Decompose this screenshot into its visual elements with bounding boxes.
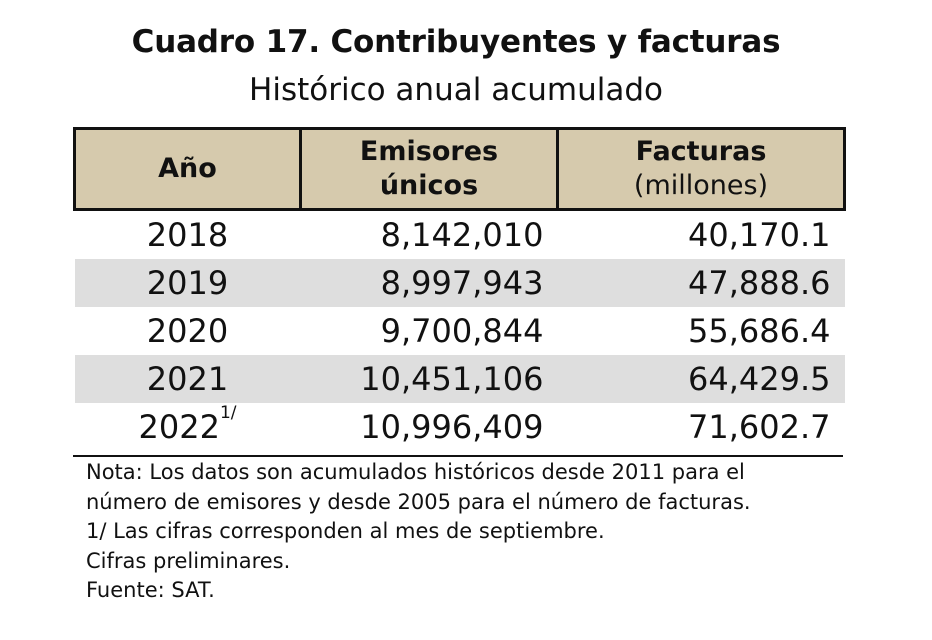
table-bottom-rule — [73, 455, 843, 457]
table-row: 2020 9,700,844 55,686.4 — [75, 307, 845, 355]
note-line: 1/ Las cifras corresponden al mes de sep… — [86, 519, 605, 543]
facturas-cell: 47,888.6 — [557, 259, 845, 307]
year-cell: 2018 — [146, 216, 229, 254]
year-cell: 2020 — [146, 312, 229, 350]
header-emisores: Emisores únicos — [299, 127, 559, 211]
emisores-cell: 8,997,943 — [300, 259, 558, 307]
header-facturas-line2: (millones) — [633, 170, 769, 201]
facturas-cell: 64,429.5 — [557, 355, 845, 403]
year-cell: 2019 — [74, 259, 301, 307]
header-emisores-line1: Emisores — [359, 136, 499, 167]
header-facturas: Facturas (millones) — [556, 127, 846, 211]
table-row: 2019 8,997,943 47,888.6 — [74, 259, 845, 307]
header-emisores-line2: únicos — [379, 170, 479, 201]
facturas-cell: 40,170.1 — [688, 216, 831, 254]
table-notes: Nota: Los datos son acumulados histórico… — [86, 458, 846, 606]
note-line: número de emisores y desde 2005 para el … — [86, 489, 751, 514]
year-cell: 20221/ — [138, 403, 237, 447]
emisores-cell: 10,451,106 — [300, 355, 558, 403]
note-line: Nota: Los datos son acumulados histórico… — [86, 460, 745, 484]
footnote-marker: 1/ — [219, 403, 237, 423]
header-row: Año Emisores únicos Facturas (millones) — [73, 127, 846, 211]
facturas-cell: 71,602.7 — [688, 408, 831, 446]
header-year: Año — [73, 127, 302, 211]
table-title: Cuadro 17. Contribuyentes y facturas — [131, 24, 781, 60]
table-row: 2018 8,142,010 40,170.1 — [75, 210, 845, 260]
table-subtitle: Histórico anual acumulado — [249, 72, 663, 108]
year-cell: 2021 — [74, 355, 301, 403]
facturas-cell: 55,686.4 — [688, 312, 831, 350]
note-line: Fuente: SAT. — [86, 578, 215, 602]
header-facturas-line1: Facturas — [635, 136, 767, 167]
header-year-label: Año — [158, 153, 217, 184]
table-row: 20221/ 10,996,409 71,602.7 — [75, 403, 845, 451]
emisores-cell: 10,996,409 — [360, 408, 544, 446]
contribuyentes-table: Año Emisores únicos Facturas (millones) … — [73, 127, 846, 451]
table-row: 2021 10,451,106 64,429.5 — [74, 355, 845, 403]
note-line: Cifras preliminares. — [86, 548, 291, 573]
emisores-cell: 9,700,844 — [380, 312, 544, 350]
emisores-cell: 8,142,010 — [380, 216, 544, 254]
